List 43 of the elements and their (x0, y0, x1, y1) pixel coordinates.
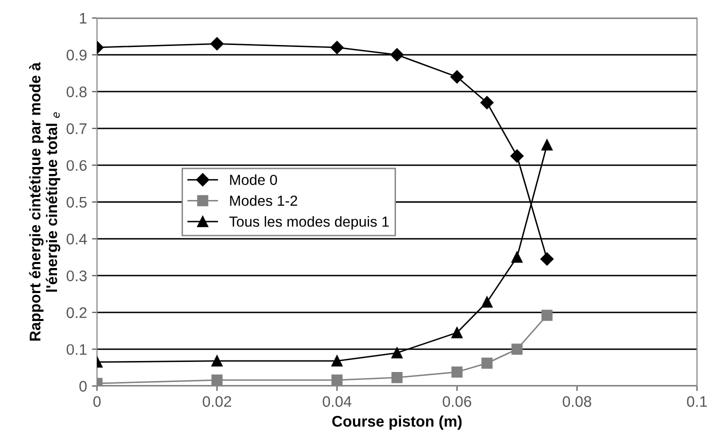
point (511, 344, 523, 355)
point (481, 296, 493, 308)
x-tick-label: 0.06 (442, 396, 472, 407)
y-tick-label: 0.3 (66, 270, 87, 282)
point (511, 252, 523, 263)
point (540, 252, 554, 266)
legend-label: Mode 0 (230, 174, 278, 186)
y-tick-label: 0.7 (66, 123, 87, 134)
point (451, 366, 463, 378)
point (210, 37, 224, 50)
x-tick-label: 0 (93, 396, 101, 407)
legend-label: Modes 1-2 (230, 195, 298, 206)
y-tick-label: 0.2 (66, 307, 87, 318)
x-tick-label: 0.1 (686, 396, 707, 407)
y-tick-label: 1 (80, 13, 87, 24)
x-tick-label: 0.02 (202, 396, 232, 407)
point (390, 48, 404, 62)
y-tick-label: 0.5 (66, 196, 87, 208)
point (451, 327, 463, 338)
y-tick-label: 0.6 (66, 160, 87, 171)
point (481, 358, 493, 369)
y-tick-label: 0.9 (66, 50, 87, 60)
point (510, 149, 524, 163)
point (331, 355, 343, 367)
point (541, 310, 553, 321)
point (211, 374, 223, 386)
x-tick-label: 0.08 (562, 396, 592, 407)
point (331, 374, 343, 386)
y-tick-label: 0.4 (66, 234, 87, 244)
point (450, 70, 464, 84)
point (541, 139, 553, 151)
x-axis-title: Course piston (m) (332, 416, 462, 430)
y-tick-label: 0.1 (66, 344, 87, 355)
point (391, 347, 403, 358)
point (330, 40, 344, 54)
y-tick-label: 0 (79, 380, 87, 392)
legend-label: Tous les modes depuis 1 (229, 216, 389, 230)
y-axis-title: Rapport énergie cintétique par mode à l'énergie cinétique total $_{e}$ (29, 62, 60, 341)
point (391, 372, 403, 384)
x-tick-label: 0.04 (322, 396, 352, 407)
point (211, 355, 223, 367)
point (480, 96, 494, 110)
y-tick-label: 0.8 (66, 86, 87, 98)
